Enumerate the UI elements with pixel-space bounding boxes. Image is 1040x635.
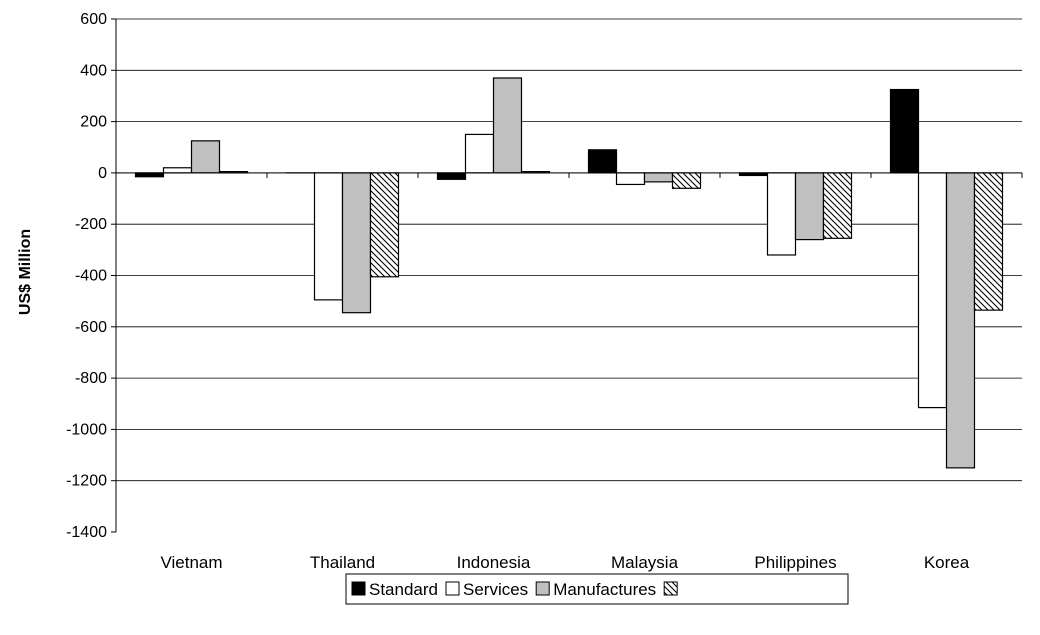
y-tick-label: 400 [80, 62, 107, 79]
legend-swatch [535, 581, 550, 596]
bar-manufactures-korea [945, 172, 976, 469]
y-tick-label: 200 [80, 114, 107, 131]
category-labels: Vietnam Thailand Indonesia Malaysia Philippi… [160, 553, 969, 572]
legend-label: Standard [369, 580, 438, 599]
bar-services-vietnam [162, 167, 193, 174]
y-axis-title: US$ Million [17, 229, 34, 315]
category-label: Malaysia [611, 553, 679, 572]
bar-standard-malaysia [587, 149, 618, 174]
bar-manufactures-philippines [794, 172, 825, 241]
y-tick-label: -1400 [66, 524, 107, 541]
category-label: Thailand [310, 553, 375, 572]
y-tick-label: -1200 [66, 473, 107, 490]
bar-series-4-philippines [822, 172, 853, 239]
y-tick-label: -800 [75, 370, 107, 387]
y-tick-label: -1000 [66, 421, 107, 438]
bar-standard-korea [889, 88, 920, 174]
category-label: Indonesia [457, 553, 531, 572]
legend: Standard Services Manufactures [345, 573, 849, 605]
bar-manufactures-thailand [341, 172, 372, 314]
bar-series-4-thailand [369, 172, 400, 278]
bar-services-indonesia [464, 133, 495, 174]
legend-label: Manufactures [553, 580, 656, 599]
bars [134, 77, 1004, 469]
grid-lines [116, 18, 1022, 482]
y-axis-ticks: 600 400 200 0 -200 -400 -600 -800 -1000 -1200 -140… [66, 11, 116, 541]
bar-manufactures-vietnam [190, 140, 221, 174]
bar-series-4-korea [973, 172, 1004, 311]
category-label: Korea [924, 553, 970, 572]
bar-series-4-malaysia [671, 172, 702, 189]
legend-swatch [663, 581, 678, 596]
y-tick-label: -200 [75, 216, 107, 233]
bar-services-korea [917, 172, 948, 409]
legend-frame [345, 573, 849, 605]
bar-manufactures-malaysia [643, 172, 674, 183]
y-tick-label: 0 [98, 165, 107, 182]
axes [115, 19, 1023, 532]
category-label: Philippines [754, 553, 836, 572]
bar-services-philippines [766, 172, 797, 256]
bar-services-malaysia [615, 172, 646, 186]
y-tick-label: -400 [75, 268, 107, 285]
legend-swatch [445, 581, 460, 596]
y-tick-label: 600 [80, 11, 107, 28]
legend-label: Services [463, 580, 528, 599]
category-label: Vietnam [160, 553, 222, 572]
bar-manufactures-indonesia [492, 77, 523, 174]
bar-standard-indonesia [436, 172, 467, 180]
legend-swatch [351, 581, 366, 596]
bar-standard-vietnam [134, 172, 165, 178]
bar-services-thailand [313, 172, 344, 301]
y-tick-label: -600 [75, 319, 107, 336]
